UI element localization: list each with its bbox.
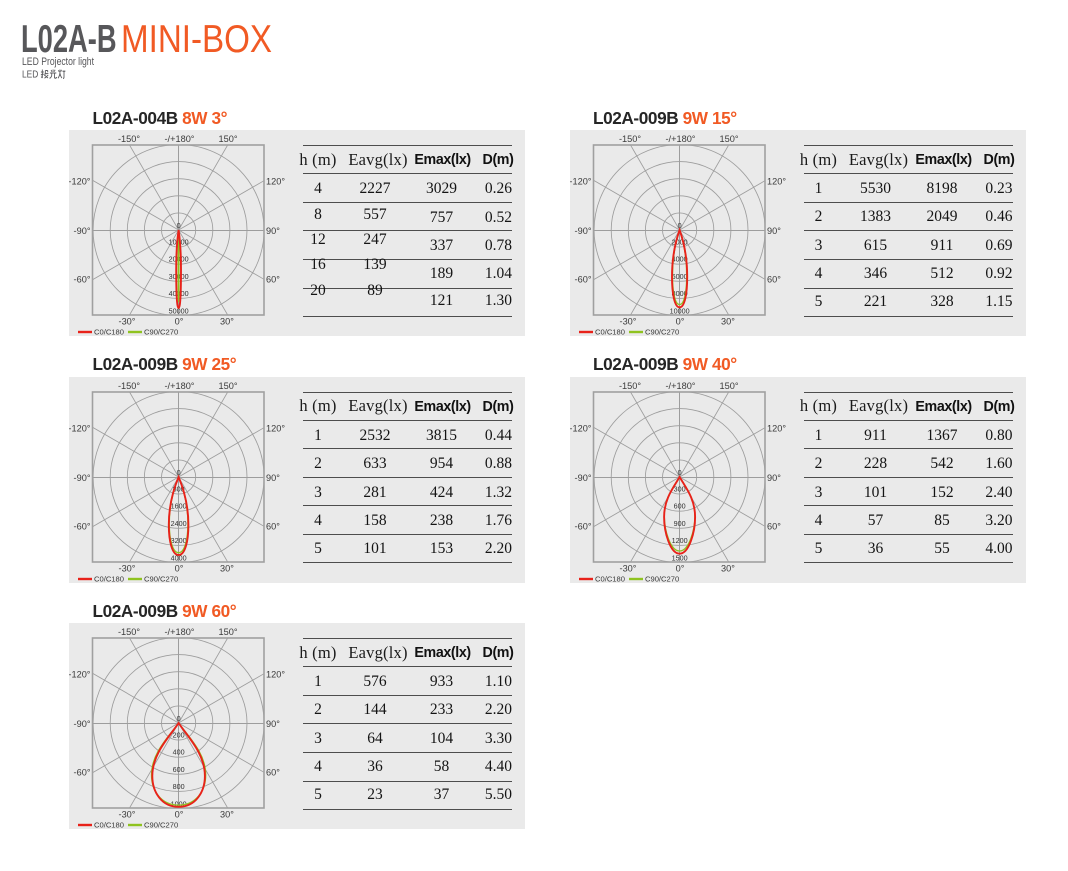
- svg-text:-60°: -60°: [574, 521, 591, 531]
- svg-text:4000: 4000: [671, 255, 687, 264]
- svg-text:150°: 150°: [218, 134, 237, 144]
- svg-text:3200: 3200: [171, 536, 187, 545]
- svg-text:1500: 1500: [671, 553, 687, 562]
- svg-text:-150°: -150°: [618, 381, 640, 391]
- svg-text:0°: 0°: [675, 563, 684, 573]
- svg-text:C90/C270: C90/C270: [144, 328, 178, 336]
- svg-text:-/+180°: -/+180°: [165, 627, 195, 637]
- svg-text:800: 800: [173, 782, 185, 791]
- svg-text:8000: 8000: [671, 289, 687, 298]
- svg-text:-30°: -30°: [619, 316, 636, 326]
- svg-text:30°: 30°: [220, 316, 234, 326]
- svg-text:C0/C180: C0/C180: [94, 574, 124, 582]
- svg-text:-120°: -120°: [570, 177, 592, 187]
- svg-text:C0/C180: C0/C180: [595, 328, 625, 336]
- svg-text:60°: 60°: [767, 521, 781, 531]
- svg-text:50000: 50000: [169, 307, 189, 316]
- svg-text:90°: 90°: [266, 719, 280, 729]
- svg-text:0°: 0°: [175, 563, 184, 573]
- svg-text:150°: 150°: [218, 381, 237, 391]
- svg-text:-/+180°: -/+180°: [165, 134, 195, 144]
- svg-text:1600: 1600: [171, 501, 187, 510]
- svg-text:-30°: -30°: [119, 563, 136, 573]
- svg-text:30°: 30°: [220, 563, 234, 573]
- svg-text:-90°: -90°: [74, 472, 91, 482]
- svg-text:90°: 90°: [266, 226, 280, 236]
- svg-text:10000: 10000: [669, 307, 689, 316]
- svg-text:-150°: -150°: [118, 627, 140, 637]
- svg-text:1000: 1000: [171, 800, 187, 809]
- svg-text:0°: 0°: [675, 316, 684, 326]
- svg-text:C90/C270: C90/C270: [645, 328, 679, 336]
- svg-text:200: 200: [173, 731, 185, 740]
- svg-text:30°: 30°: [220, 809, 234, 819]
- svg-text:-/+180°: -/+180°: [165, 381, 195, 391]
- svg-text:-120°: -120°: [570, 423, 592, 433]
- svg-text:4000: 4000: [171, 553, 187, 562]
- svg-text:-150°: -150°: [118, 134, 140, 144]
- svg-text:600: 600: [173, 765, 185, 774]
- svg-text:1200: 1200: [671, 536, 687, 545]
- svg-text:0: 0: [677, 468, 681, 477]
- svg-text:-90°: -90°: [74, 226, 91, 236]
- svg-text:90°: 90°: [767, 472, 781, 482]
- svg-text:0: 0: [177, 468, 181, 477]
- svg-text:150°: 150°: [719, 134, 738, 144]
- svg-text:-30°: -30°: [119, 316, 136, 326]
- svg-text:6000: 6000: [671, 272, 687, 281]
- svg-text:90°: 90°: [767, 226, 781, 236]
- svg-text:-60°: -60°: [74, 274, 91, 284]
- svg-text:2000: 2000: [671, 238, 687, 247]
- svg-text:120°: 120°: [266, 670, 285, 680]
- svg-text:400: 400: [173, 748, 185, 757]
- svg-text:0°: 0°: [175, 809, 184, 819]
- svg-text:-150°: -150°: [618, 134, 640, 144]
- svg-text:C90/C270: C90/C270: [144, 574, 178, 582]
- svg-text:120°: 120°: [767, 177, 786, 187]
- svg-text:120°: 120°: [266, 423, 285, 433]
- svg-text:-120°: -120°: [69, 670, 91, 680]
- svg-text:-120°: -120°: [69, 423, 91, 433]
- svg-text:-30°: -30°: [619, 563, 636, 573]
- svg-text:120°: 120°: [266, 177, 285, 187]
- svg-text:C0/C180: C0/C180: [595, 574, 625, 582]
- svg-text:900: 900: [673, 519, 685, 528]
- svg-text:0: 0: [177, 221, 181, 230]
- svg-text:-60°: -60°: [74, 767, 91, 777]
- svg-text:-90°: -90°: [574, 472, 591, 482]
- svg-text:C0/C180: C0/C180: [94, 821, 124, 829]
- svg-text:30°: 30°: [721, 316, 735, 326]
- svg-text:C0/C180: C0/C180: [94, 328, 124, 336]
- svg-text:0: 0: [177, 714, 181, 723]
- svg-text:60°: 60°: [266, 274, 280, 284]
- svg-text:-/+180°: -/+180°: [665, 381, 695, 391]
- svg-text:-60°: -60°: [74, 521, 91, 531]
- svg-text:-90°: -90°: [74, 719, 91, 729]
- svg-text:60°: 60°: [266, 767, 280, 777]
- svg-text:30°: 30°: [721, 563, 735, 573]
- svg-text:-90°: -90°: [574, 226, 591, 236]
- svg-text:2400: 2400: [171, 519, 187, 528]
- svg-text:300: 300: [673, 484, 685, 493]
- svg-text:0°: 0°: [175, 316, 184, 326]
- svg-text:-60°: -60°: [574, 274, 591, 284]
- svg-text:60°: 60°: [767, 274, 781, 284]
- svg-text:-120°: -120°: [69, 177, 91, 187]
- svg-text:-30°: -30°: [119, 809, 136, 819]
- svg-text:600: 600: [673, 501, 685, 510]
- svg-text:0: 0: [677, 221, 681, 230]
- svg-text:90°: 90°: [266, 472, 280, 482]
- svg-text:150°: 150°: [719, 381, 738, 391]
- svg-text:-/+180°: -/+180°: [665, 134, 695, 144]
- svg-text:800: 800: [173, 484, 185, 493]
- svg-text:120°: 120°: [767, 423, 786, 433]
- svg-text:C90/C270: C90/C270: [645, 574, 679, 582]
- svg-text:-150°: -150°: [118, 381, 140, 391]
- svg-text:60°: 60°: [266, 521, 280, 531]
- svg-text:150°: 150°: [218, 627, 237, 637]
- svg-text:C90/C270: C90/C270: [144, 821, 178, 829]
